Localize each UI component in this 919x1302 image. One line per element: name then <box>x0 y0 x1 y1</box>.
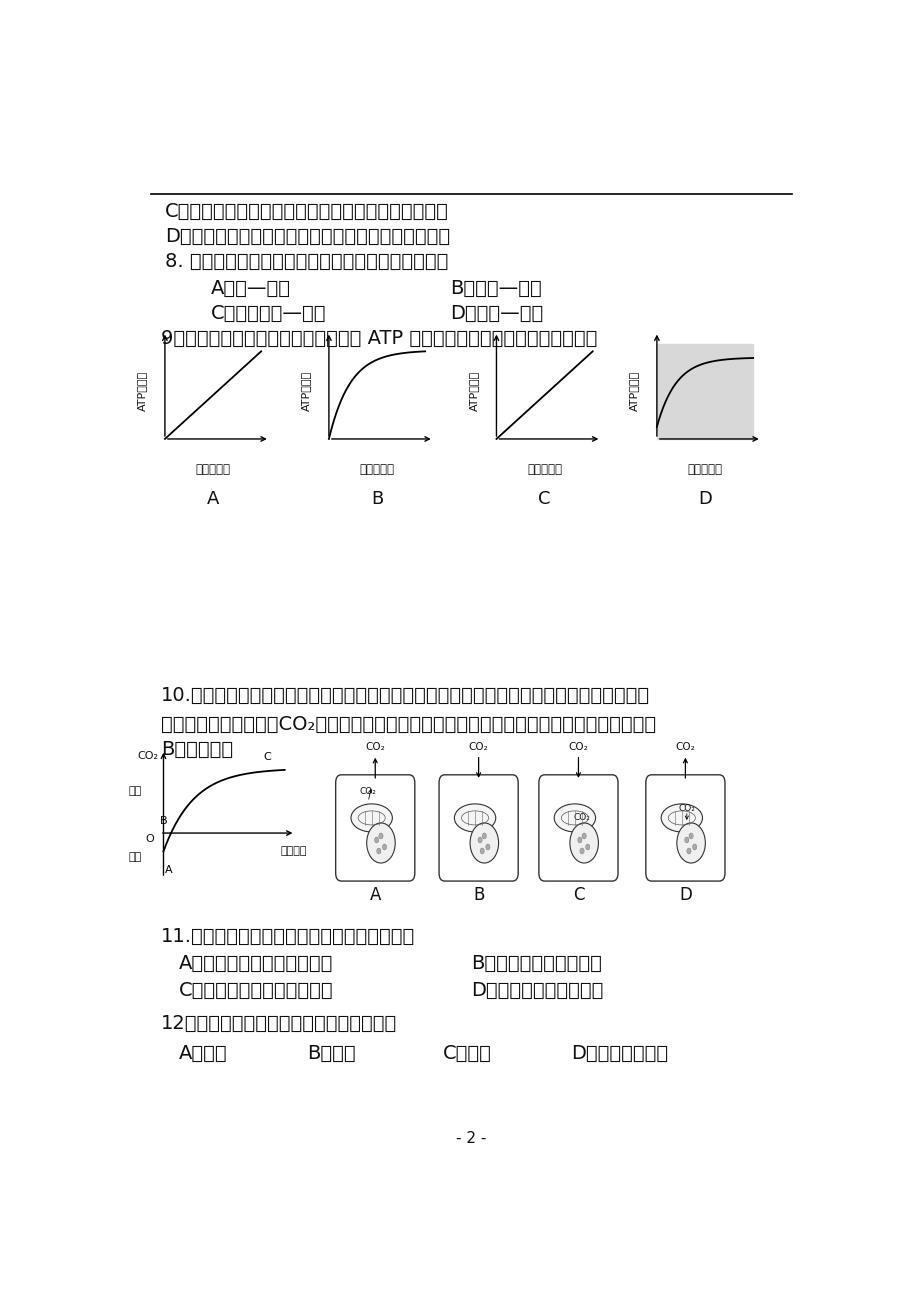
Text: CO₂: CO₂ <box>469 742 488 751</box>
Text: ATP生成量: ATP生成量 <box>137 371 147 411</box>
Text: B点相符的是: B点相符的是 <box>161 741 233 759</box>
Text: - 2 -: - 2 - <box>456 1131 486 1146</box>
Text: C．核孔: C．核孔 <box>443 1044 492 1062</box>
Text: A．核膜: A．核膜 <box>179 1044 228 1062</box>
Circle shape <box>382 844 386 850</box>
Circle shape <box>367 823 395 863</box>
Circle shape <box>470 823 498 863</box>
Text: D．施肥的同时结合松土，有利于根吸收矿质元素离子: D．施肥的同时结合松土，有利于根吸收矿质元素离子 <box>165 227 449 246</box>
Text: 吸收: 吸收 <box>128 786 142 796</box>
Bar <box>656 344 753 439</box>
Text: D．载体—运输: D．载体—运输 <box>449 305 543 323</box>
Circle shape <box>582 833 585 838</box>
Text: ATP生成量: ATP生成量 <box>301 371 311 411</box>
Text: CO₂: CO₂ <box>573 814 590 823</box>
FancyBboxPatch shape <box>335 775 414 881</box>
Text: B．核仁: B．核仁 <box>307 1044 356 1062</box>
Circle shape <box>477 837 482 842</box>
Text: 12．与细胞核的主要功能密切相关的结构是: 12．与细胞核的主要功能密切相关的结构是 <box>161 1014 397 1032</box>
Text: CO₂: CO₂ <box>365 742 385 751</box>
Text: B: B <box>472 887 483 904</box>
Text: 不同光照强度条件下的CO₂吸收和释放的情况。下列四个选项中，细胞中发生的情况与曲线中: 不同光照强度条件下的CO₂吸收和释放的情况。下列四个选项中，细胞中发生的情况与曲… <box>161 715 656 734</box>
Circle shape <box>577 837 582 842</box>
Text: A: A <box>165 865 173 875</box>
Text: A: A <box>207 490 219 508</box>
Text: B．抗体—免疫: B．抗体—免疫 <box>449 279 541 298</box>
Text: A．淀粉、脱氧核糖、纤维素: A．淀粉、脱氧核糖、纤维素 <box>179 954 334 973</box>
Text: CO₂: CO₂ <box>675 742 695 751</box>
Text: 11.下列选项中，属于动植物细胞共有的糖类是: 11.下列选项中，属于动植物细胞共有的糖类是 <box>161 927 415 945</box>
Circle shape <box>692 844 696 850</box>
Text: C．葡萄糖、核糖、脱氧核糖: C．葡萄糖、核糖、脱氧核糖 <box>179 980 334 1000</box>
Ellipse shape <box>351 803 391 832</box>
Text: CO₂: CO₂ <box>359 788 376 797</box>
Text: 氧气供应量: 氧气供应量 <box>359 462 394 475</box>
Circle shape <box>374 837 379 842</box>
Text: 光照强度: 光照强度 <box>280 846 307 857</box>
Ellipse shape <box>553 803 595 832</box>
Circle shape <box>569 823 597 863</box>
Circle shape <box>485 844 490 850</box>
Text: D: D <box>698 490 711 508</box>
Text: B: B <box>370 490 382 508</box>
Circle shape <box>376 848 380 854</box>
Text: CO₂: CO₂ <box>677 805 695 814</box>
Text: D．麦芽糖、果糖、乳糖: D．麦芽糖、果糖、乳糖 <box>471 980 603 1000</box>
Ellipse shape <box>454 803 495 832</box>
Circle shape <box>684 837 688 842</box>
Circle shape <box>688 833 693 838</box>
Circle shape <box>482 833 486 838</box>
Text: 10.下面坐标图表示的是光照强度与光合作用强度之间关系的曲线，该曲线是实测一片叶子在: 10.下面坐标图表示的是光照强度与光合作用强度之间关系的曲线，该曲线是实测一片叶… <box>161 686 650 706</box>
Text: C．用透气的纱布包扎伤口，可抑制厌氧菌的大量繁殖: C．用透气的纱布包扎伤口，可抑制厌氧菌的大量繁殖 <box>165 202 448 221</box>
Text: 氧气供应量: 氧气供应量 <box>527 462 562 475</box>
Text: D．染色体（质）: D．染色体（质） <box>571 1044 668 1062</box>
Text: C．肌肉蛋白—调节: C．肌肉蛋白—调节 <box>211 305 326 323</box>
FancyBboxPatch shape <box>539 775 618 881</box>
Text: A．酶—催化: A．酶—催化 <box>211 279 291 298</box>
Text: A: A <box>369 887 380 904</box>
Text: B．麦芽糖、糖元和果糖: B．麦芽糖、糖元和果糖 <box>471 954 602 973</box>
Ellipse shape <box>661 803 702 832</box>
Text: D: D <box>678 887 691 904</box>
Text: C: C <box>572 887 584 904</box>
Text: ATP生成量: ATP生成量 <box>629 371 639 411</box>
Text: 9．下图中，能正确表示出动物组织内 ATP 的生成量与氧气供应量之间的关系是: 9．下图中，能正确表示出动物组织内 ATP 的生成量与氧气供应量之间的关系是 <box>161 329 597 348</box>
Text: C: C <box>263 751 271 762</box>
Circle shape <box>480 848 483 854</box>
Text: 氧气供应量: 氧气供应量 <box>196 462 231 475</box>
Text: 释放: 释放 <box>128 853 142 862</box>
Text: 8. 蛋白质功能多种多样，下列与其功能不相符合的是: 8. 蛋白质功能多种多样，下列与其功能不相符合的是 <box>165 253 448 271</box>
Circle shape <box>585 844 589 850</box>
Text: CO₂: CO₂ <box>568 742 587 751</box>
Circle shape <box>686 848 690 854</box>
FancyBboxPatch shape <box>645 775 724 881</box>
Text: ATP生成量: ATP生成量 <box>468 371 478 411</box>
FancyBboxPatch shape <box>438 775 517 881</box>
Text: O: O <box>145 835 154 844</box>
Text: B: B <box>159 816 167 825</box>
Circle shape <box>579 848 584 854</box>
Circle shape <box>676 823 705 863</box>
Text: 氧气供应量: 氧气供应量 <box>686 462 721 475</box>
Text: CO₂: CO₂ <box>137 751 158 760</box>
Circle shape <box>379 833 382 838</box>
Text: C: C <box>538 490 550 508</box>
